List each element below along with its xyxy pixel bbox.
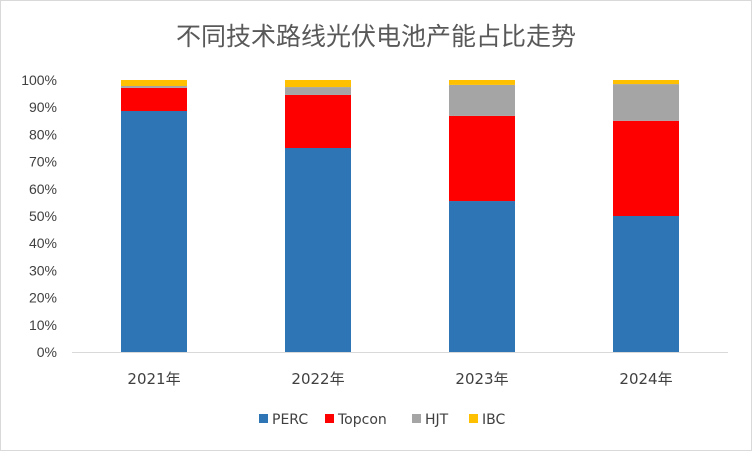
- y-tick-label: 80%: [29, 126, 57, 142]
- bar-ibc-3: [449, 80, 515, 85]
- bar-hjt-1: [121, 85, 187, 88]
- y-tick-label: 10%: [29, 317, 57, 333]
- legend-swatch-ibc: [469, 414, 478, 423]
- legend-label-hjt: HJT: [425, 412, 449, 428]
- y-tick-label: 20%: [29, 290, 57, 306]
- x-tick-label: 2024年: [619, 370, 672, 388]
- bar-ibc-4: [613, 80, 679, 85]
- bar-perc-4: [613, 216, 679, 352]
- bar-perc-3: [449, 201, 515, 352]
- legend-label-ibc: IBC: [482, 412, 505, 428]
- legend-swatch-hjt: [412, 414, 421, 423]
- legend: PERC Topcon HJT IBC: [259, 412, 505, 428]
- y-tick-label: 90%: [29, 99, 57, 115]
- bar-topcon-4: [613, 120, 679, 216]
- bar-ibc-1: [121, 80, 187, 86]
- y-tick-label: 100%: [21, 72, 57, 88]
- bar-topcon-3: [449, 115, 515, 202]
- y-tick-label: 70%: [29, 154, 57, 170]
- y-tick-label: 30%: [29, 262, 57, 278]
- x-axis: 2021年 2022年 2023年 2024年: [127, 370, 672, 388]
- bar-hjt-4: [613, 84, 679, 121]
- bar-hjt-2: [285, 87, 351, 95]
- x-tick-label: 2023年: [455, 370, 508, 388]
- y-tick-label: 50%: [29, 208, 57, 224]
- legend-swatch-topcon: [325, 414, 334, 423]
- x-tick-label: 2022年: [291, 370, 344, 388]
- legend-label-topcon: Topcon: [337, 412, 387, 428]
- bar-perc-2: [285, 148, 351, 352]
- bar-topcon-2: [285, 94, 351, 148]
- chart-title: 不同技术路线光伏电池产能占比走势: [176, 22, 576, 51]
- bar-ibc-2: [285, 80, 351, 88]
- y-tick-label: 40%: [29, 235, 57, 251]
- y-tick-label: 60%: [29, 181, 57, 197]
- legend-label-perc: PERC: [272, 412, 308, 428]
- y-axis: 0% 10% 20% 30% 40% 50% 60% 70% 80% 90% 100%: [21, 72, 57, 360]
- bar-topcon-1: [121, 87, 187, 112]
- bar-hjt-3: [449, 84, 515, 116]
- y-tick-label: 0%: [37, 344, 57, 360]
- bars: [121, 80, 679, 353]
- bar-perc-1: [121, 111, 187, 353]
- legend-swatch-perc: [259, 414, 268, 423]
- x-tick-label: 2021年: [127, 370, 180, 388]
